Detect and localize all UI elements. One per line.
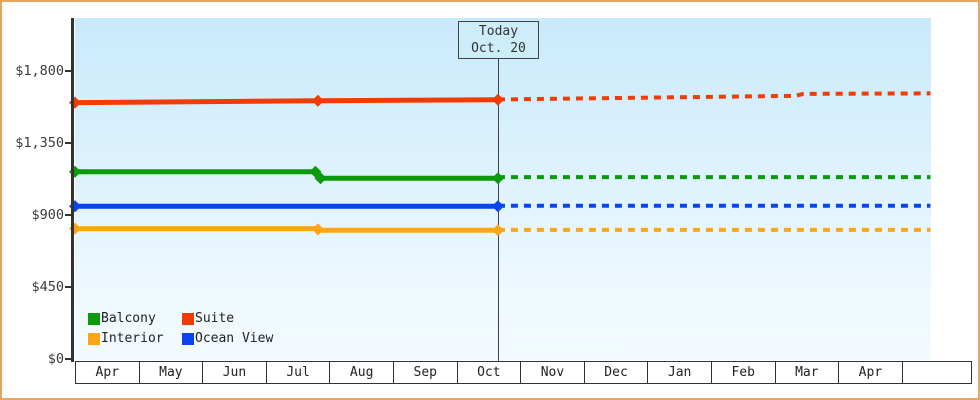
month-cell: Sep [394, 362, 458, 383]
month-cell: Jul [267, 362, 331, 383]
month-cell: Oct [458, 362, 522, 383]
y-tick-mark [65, 142, 72, 144]
legend-label: Ocean View [195, 331, 274, 346]
interior-data-point-marker [311, 223, 324, 236]
y-tick-label: $1,350 [15, 135, 64, 151]
legend-swatch-icon [88, 312, 100, 325]
y-tick-mark [65, 286, 72, 288]
plot-background [75, 18, 931, 360]
month-cell: Aug [330, 362, 394, 383]
y-axis-line [71, 18, 74, 362]
y-tick-label: $450 [31, 279, 64, 295]
month-cell: May [140, 362, 204, 383]
month-cell: Jan [648, 362, 712, 383]
y-tick-mark [65, 358, 72, 360]
month-cell: Nov [521, 362, 585, 383]
y-tick-mark [65, 214, 72, 216]
suite-data-point-marker [491, 93, 504, 106]
today-marker-box: Today Oct. 20 [458, 21, 539, 59]
interior-history-line [75, 226, 498, 233]
interior-data-point-marker [491, 224, 504, 237]
legend-item-ocean-view: Ocean View [182, 331, 274, 346]
ocean-view-data-point-marker [491, 200, 504, 213]
y-tick-label: $900 [31, 207, 64, 223]
y-tick-label: $1,800 [15, 63, 64, 79]
y-tick-mark [65, 70, 72, 72]
month-cell: Feb [712, 362, 776, 383]
month-cell: Mar [776, 362, 840, 383]
legend-swatch-icon [182, 312, 194, 325]
balcony-data-point-marker [314, 172, 327, 185]
legend-label: Interior [101, 331, 164, 346]
chart-legend: Balcony Suite Interior Ocean View [88, 311, 274, 346]
month-cell-empty [903, 362, 971, 383]
month-cell: Apr [76, 362, 140, 383]
legend-swatch-icon [182, 332, 194, 345]
x-axis-month-row: Apr May Jun Jul Aug Sep Oct Nov Dec Jan Feb Mar Apr [75, 361, 972, 384]
month-cell: Apr [839, 362, 903, 383]
legend-item-balcony: Balcony [88, 311, 182, 326]
balcony-history-line [75, 169, 498, 181]
legend-item-suite: Suite [182, 311, 273, 326]
y-tick-label: $0 [47, 351, 64, 367]
suite-data-point-marker [311, 94, 324, 107]
today-date: Oct. 20 [471, 41, 526, 56]
suite-forecast-line [497, 91, 931, 102]
legend-item-interior: Interior [88, 331, 182, 346]
month-cell: Dec [585, 362, 649, 383]
suite-history-line [74, 97, 498, 106]
balcony-data-point-marker [491, 172, 504, 185]
legend-label: Balcony [101, 311, 156, 326]
legend-swatch-icon [88, 332, 100, 345]
today-title: Today [478, 24, 519, 39]
month-cell: Jun [203, 362, 267, 383]
legend-label: Suite [195, 311, 235, 326]
